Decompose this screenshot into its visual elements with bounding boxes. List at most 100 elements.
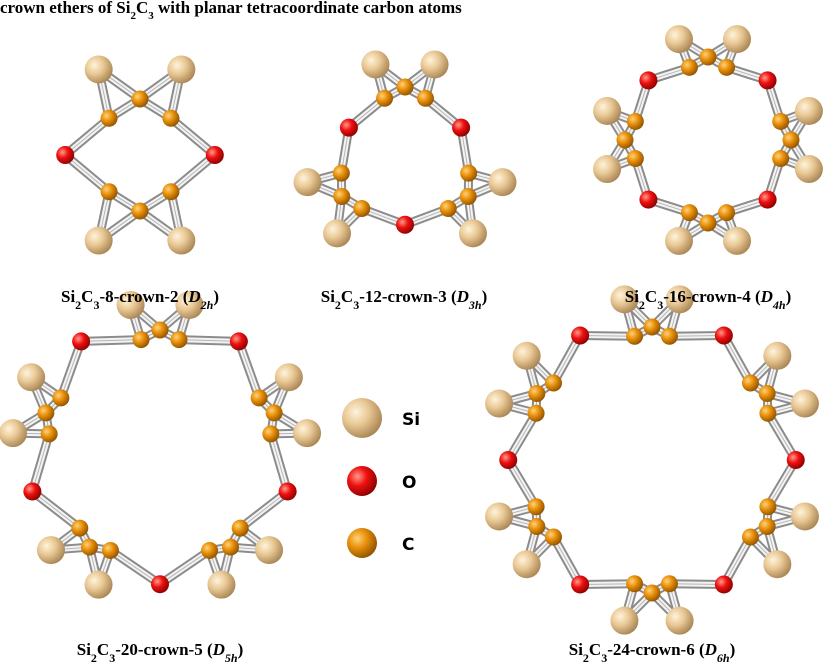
atom-c xyxy=(661,328,678,345)
atom-o xyxy=(340,119,358,137)
atom-o xyxy=(639,191,657,209)
atom-c xyxy=(661,575,678,592)
atom-c xyxy=(102,542,119,559)
atom-c xyxy=(201,542,218,559)
atom-si xyxy=(723,25,751,53)
text-segment: D xyxy=(760,287,773,306)
text-segment: C xyxy=(81,287,93,306)
atom-c xyxy=(644,585,661,602)
legend-label: O xyxy=(402,473,416,493)
atom-si xyxy=(791,502,819,530)
atom-c xyxy=(545,375,562,392)
atom-si xyxy=(795,97,823,125)
atom-si xyxy=(593,155,621,183)
atom-si xyxy=(85,55,113,83)
atom-si xyxy=(85,227,113,255)
atom-si xyxy=(293,419,321,447)
atom-o xyxy=(396,216,414,234)
figure: crown ethers of Si2C3 with planar tetrac… xyxy=(0,0,838,664)
atom-c xyxy=(460,188,477,205)
atom-o xyxy=(23,482,41,500)
atom-c xyxy=(528,498,545,515)
atom-c xyxy=(718,59,735,76)
atom-si xyxy=(513,342,541,370)
atom-c xyxy=(626,328,643,345)
atom-o xyxy=(571,327,589,345)
atom-o xyxy=(571,575,589,593)
atom-c xyxy=(772,113,789,130)
atom-c xyxy=(266,404,283,421)
atom-si xyxy=(666,607,694,635)
atom-si xyxy=(610,607,638,635)
atom-c xyxy=(333,188,350,205)
atom-c xyxy=(170,331,187,348)
atom-c xyxy=(772,150,789,167)
atom-c xyxy=(681,59,698,76)
atom-o xyxy=(452,119,470,137)
atom-c xyxy=(132,203,149,220)
atom-c xyxy=(101,183,118,200)
atom-si xyxy=(485,502,513,530)
text-segment: ) xyxy=(730,640,736,659)
atom-si xyxy=(85,571,113,599)
text-segment: C xyxy=(341,287,353,306)
atom-c xyxy=(742,528,759,545)
atom-si xyxy=(763,550,791,578)
text-segment: -24-crown-6 ( xyxy=(607,640,705,659)
atom-o xyxy=(279,482,297,500)
atom-c xyxy=(251,389,268,406)
atom-si xyxy=(17,363,45,391)
legend-label: Si xyxy=(402,410,420,430)
legend-swatch xyxy=(347,466,377,496)
atom-o xyxy=(151,575,169,593)
atom-si xyxy=(723,227,751,255)
text-segment: D xyxy=(212,640,225,659)
text-segment: with planar tetracoordinate carbon atoms xyxy=(154,0,462,17)
atom-c xyxy=(545,528,562,545)
atom-c xyxy=(627,150,644,167)
atom-si xyxy=(421,50,449,78)
text-segment: D xyxy=(704,640,717,659)
legend-label: C xyxy=(402,535,414,555)
atom-c xyxy=(222,539,239,556)
atom-si xyxy=(489,168,517,196)
atom-c xyxy=(376,90,393,107)
text-segment: D xyxy=(187,287,200,306)
atom-c xyxy=(417,90,434,107)
text-segment: crown ethers of Si xyxy=(0,0,131,17)
atom-c xyxy=(353,200,370,217)
atom-c xyxy=(759,405,776,422)
atom-si xyxy=(255,536,283,564)
atom-si xyxy=(167,55,195,83)
text-segment: ) xyxy=(482,287,488,306)
atom-o xyxy=(715,575,733,593)
atom-si xyxy=(763,342,791,370)
atom-o xyxy=(639,71,657,89)
atom-si xyxy=(485,390,513,418)
atom-c xyxy=(528,405,545,422)
atom-c xyxy=(700,215,717,232)
atom-c xyxy=(528,385,545,402)
text-segment: Si xyxy=(625,287,639,306)
text-segment: ) xyxy=(238,640,244,659)
atom-c xyxy=(700,49,717,66)
atom-c xyxy=(617,132,634,149)
text-segment: -12-crown-3 ( xyxy=(359,287,457,306)
legend-swatch xyxy=(342,398,382,438)
text-segment: 3h xyxy=(468,298,482,312)
text-segment: Si xyxy=(569,640,583,659)
atom-o xyxy=(759,71,777,89)
text-segment: 2h xyxy=(200,298,214,312)
atom-c xyxy=(132,91,149,108)
atom-o xyxy=(206,146,224,164)
atom-si xyxy=(593,97,621,125)
legend-swatch xyxy=(347,528,377,558)
atom-si xyxy=(323,219,351,247)
atom-c xyxy=(397,79,414,96)
atom-c xyxy=(37,404,54,421)
text-segment: -16-crown-4 ( xyxy=(663,287,761,306)
atom-o xyxy=(56,146,74,164)
atom-c xyxy=(528,518,545,535)
text-segment: 5h xyxy=(225,651,238,664)
atom-o xyxy=(759,191,777,209)
